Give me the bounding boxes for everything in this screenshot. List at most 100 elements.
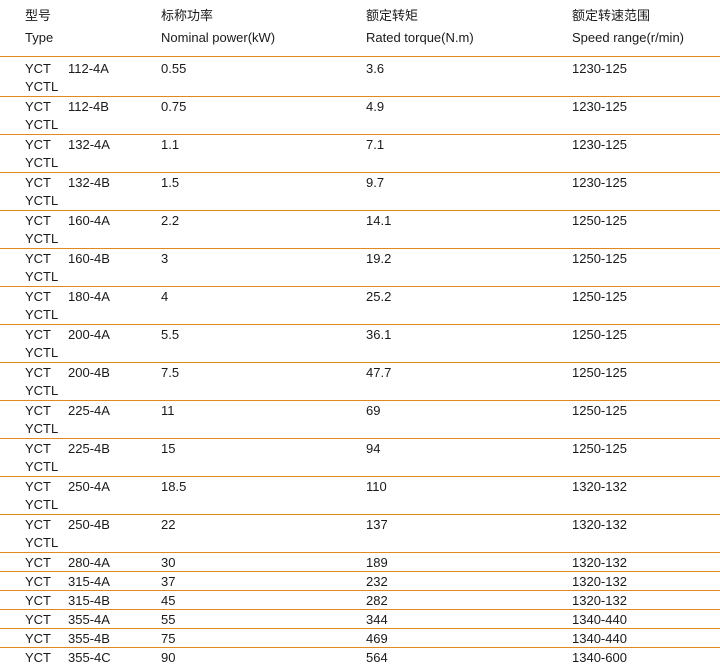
cell-torque: 564 (366, 650, 388, 665)
cell-series: YCT YCTL (25, 402, 58, 438)
cell-speed: 1230-125 (572, 175, 627, 190)
cell-power: 15 (161, 441, 176, 456)
cell-torque: 36.1 (366, 327, 392, 342)
cell-series: YCT YCTL (25, 98, 58, 134)
series-label: YCT (25, 289, 51, 304)
header-type-en: Type (25, 30, 54, 45)
header-type-cn: 型号 (25, 9, 52, 24)
row-divider (0, 552, 720, 553)
cell-speed: 1340-440 (572, 612, 627, 627)
cell-speed: 1250-125 (572, 365, 627, 380)
cell-speed: 1340-600 (572, 650, 627, 665)
series-label: YCT (25, 631, 51, 646)
cell-speed: 1250-125 (572, 403, 627, 418)
cell-power: 37 (161, 574, 176, 589)
cell-speed: 1250-125 (572, 213, 627, 228)
table-row: YCT YCTL 225-4B 15 94 1250-125 (0, 438, 720, 476)
table-row: YCT YCTL 250-4B 22 137 1320-132 (0, 514, 720, 552)
cell-series: YCT (25, 592, 51, 610)
cell-torque: 19.2 (366, 251, 392, 266)
cell-power: 1.5 (161, 175, 180, 190)
cell-model: 132-4B (68, 175, 110, 190)
row-divider (0, 286, 720, 287)
cell-torque: 9.7 (366, 175, 385, 190)
cell-torque: 69 (366, 403, 381, 418)
row-divider (0, 438, 720, 439)
header-speed-cn: 额定转速范围 (572, 9, 651, 24)
cell-torque: 469 (366, 631, 388, 646)
table-row: YCT YCTL 200-4B 7.5 47.7 1250-125 (0, 362, 720, 400)
table-row: YCT YCTL 112-4B 0.75 4.9 1230-125 (0, 96, 720, 134)
series-label: YCT (25, 517, 51, 532)
table-row: YCT 315-4A 37 232 1320-132 (0, 571, 720, 590)
series-label: YCT (25, 441, 51, 456)
row-divider (0, 400, 720, 401)
row-divider (0, 324, 720, 325)
cell-torque: 189 (366, 555, 388, 570)
cell-model: 200-4A (68, 327, 110, 342)
series-label: YCT (25, 365, 51, 380)
table-header: 型号 Type 标称功率 Nominal power(kW) 额定转矩 Rate… (0, 0, 720, 56)
row-divider (0, 96, 720, 97)
series-alt-label: YCTL (25, 459, 59, 474)
cell-speed: 1230-125 (572, 137, 627, 152)
cell-torque: 110 (366, 479, 387, 494)
cell-speed: 1250-125 (572, 289, 627, 304)
cell-series: YCT YCTL (25, 60, 58, 96)
series-label: YCT (25, 555, 51, 570)
row-divider (0, 134, 720, 135)
cell-model: 225-4A (68, 403, 110, 418)
table-row: YCT YCTL 225-4A 11 69 1250-125 (0, 400, 720, 438)
row-divider (0, 248, 720, 249)
cell-model: 160-4A (68, 213, 110, 228)
series-label: YCT (25, 99, 51, 114)
cell-power: 90 (161, 650, 176, 665)
header-speed: 额定转速范围 Speed range(r/min) (572, 6, 684, 48)
series-alt-label: YCTL (25, 383, 59, 398)
cell-series: YCT YCTL (25, 326, 58, 362)
cell-series: YCT (25, 611, 51, 629)
cell-speed: 1340-440 (572, 631, 627, 646)
cell-power: 22 (161, 517, 176, 532)
cell-series: YCT YCTL (25, 478, 58, 514)
row-divider (0, 609, 720, 610)
cell-torque: 47.7 (366, 365, 392, 380)
series-label: YCT (25, 213, 51, 228)
cell-power: 18.5 (161, 479, 187, 494)
cell-series: YCT YCTL (25, 250, 58, 286)
table-row: YCT 355-4A 55 344 1340-440 (0, 609, 720, 628)
table-row: YCT 315-4B 45 282 1320-132 (0, 590, 720, 609)
cell-model: 355-4C (68, 650, 111, 665)
series-alt-label: YCTL (25, 497, 59, 512)
cell-power: 1.1 (161, 137, 180, 152)
series-label: YCT (25, 251, 51, 266)
cell-model: 180-4A (68, 289, 110, 304)
table-row: YCT YCTL 250-4A 18.5 110 1320-132 (0, 476, 720, 514)
cell-model: 112-4B (68, 99, 109, 114)
cell-speed: 1230-125 (572, 61, 627, 76)
cell-model: 250-4A (68, 479, 110, 494)
row-divider (0, 476, 720, 477)
cell-model: 225-4B (68, 441, 110, 456)
cell-torque: 7.1 (366, 137, 385, 152)
table-row: YCT YCTL 160-4A 2.2 14.1 1250-125 (0, 210, 720, 248)
row-divider (0, 628, 720, 629)
cell-power: 11 (161, 403, 175, 418)
table-row: YCT YCTL 160-4B 3 19.2 1250-125 (0, 248, 720, 286)
table-row: YCT YCTL 132-4B 1.5 9.7 1230-125 (0, 172, 720, 210)
series-alt-label: YCTL (25, 421, 59, 436)
cell-speed: 1320-132 (572, 555, 627, 570)
row-divider (0, 172, 720, 173)
row-divider (0, 590, 720, 591)
cell-torque: 25.2 (366, 289, 392, 304)
row-divider (0, 362, 720, 363)
row-divider (0, 647, 720, 648)
cell-model: 315-4A (68, 574, 110, 589)
table-row: YCT 355-4B 75 469 1340-440 (0, 628, 720, 647)
header-torque-cn: 额定转矩 (366, 9, 419, 24)
series-label: YCT (25, 175, 51, 190)
cell-power: 55 (161, 612, 176, 627)
header-torque: 额定转矩 Rated torque(N.m) (366, 6, 474, 48)
cell-torque: 3.6 (366, 61, 385, 76)
